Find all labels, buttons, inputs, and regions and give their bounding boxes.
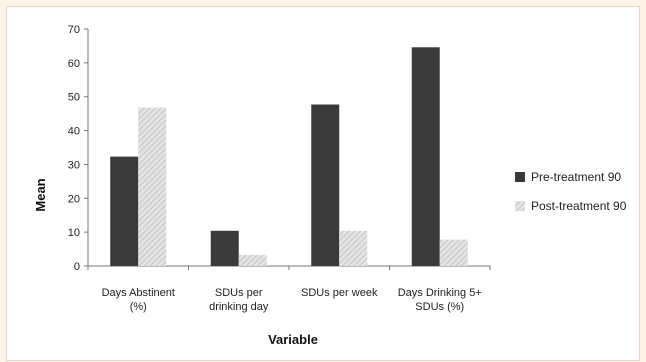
y-axis-title: Mean (33, 178, 48, 211)
bar-chart: 0 10 20 30 40 50 60 70 Days Abstinent (%) SDUs per… (33, 24, 627, 347)
bar-post-2 (339, 230, 368, 266)
x-axis-title: Variable (268, 332, 318, 347)
plot-area: 0 10 20 30 40 50 60 70 Days Abstinent (%) SDUs per… (68, 24, 491, 313)
x-category-label-line: (%) (130, 301, 147, 313)
x-category-label-line: SDUs per (215, 287, 263, 299)
x-category-label-line: SDUs (%) (415, 301, 464, 313)
y-tick-label: 50 (68, 92, 80, 104)
x-category-label: Days Abstinent (%) (102, 287, 175, 313)
y-tick-label: 10 (68, 227, 80, 239)
bar-pre-2 (311, 104, 340, 266)
x-category-label-line: Days Abstinent (102, 287, 175, 299)
x-category-label-line: Days Drinking 5+ (398, 287, 482, 299)
bar-pre-1 (210, 230, 239, 266)
legend: Pre-treatment 90 Post-treatment 90 (515, 170, 627, 213)
legend-label-post: Post-treatment 90 (531, 199, 627, 213)
x-category-label-line: drinking day (209, 301, 269, 313)
x-category-label: Days Drinking 5+ SDUs (%) (398, 287, 482, 313)
bar-post-0 (138, 107, 167, 266)
bar-pre-3 (411, 47, 440, 267)
y-tick-label: 60 (68, 58, 80, 70)
x-category-label: SDUs per drinking day (209, 287, 269, 313)
bar-pre-0 (110, 156, 139, 266)
y-tick-label: 30 (68, 159, 80, 171)
bar-post-3 (439, 239, 468, 266)
y-tick-label: 0 (74, 261, 80, 273)
legend-swatch-post (515, 201, 525, 211)
legend-label-pre: Pre-treatment 90 (531, 170, 621, 184)
x-category-label: SDUs per week (301, 287, 378, 299)
y-tick-label: 40 (68, 126, 80, 138)
chart-frame: 0 10 20 30 40 50 60 70 Days Abstinent (%) SDUs per… (6, 6, 640, 361)
x-category-label-line: SDUs per week (301, 287, 378, 299)
y-tick-label: 70 (68, 24, 80, 36)
bar-post-1 (238, 254, 267, 266)
legend-swatch-pre (515, 172, 525, 182)
y-tick-label: 20 (68, 193, 80, 205)
